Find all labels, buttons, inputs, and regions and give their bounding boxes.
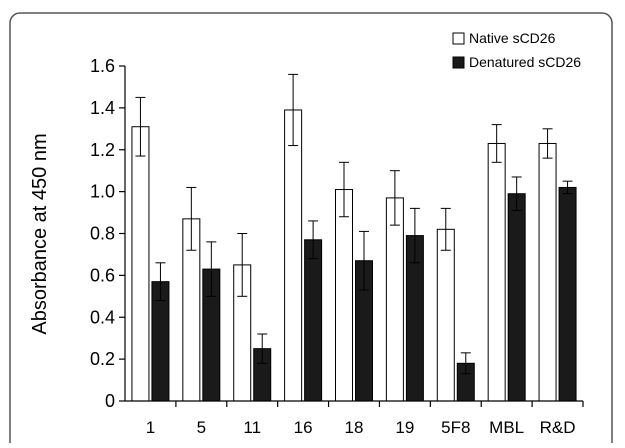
- y-tick-label: 0.8: [90, 224, 115, 244]
- bars: [131, 73, 577, 402]
- x-ticks: 1 5 11 16 18 19 5F8 MBL R&D: [146, 401, 584, 437]
- x-tick-label: 5: [197, 418, 206, 437]
- y-tick-label: 0.2: [90, 349, 115, 369]
- y-tick-label: 0: [105, 391, 115, 411]
- bar-denatured: [558, 186, 577, 402]
- y-tick-label: 1.4: [90, 98, 115, 118]
- legend-label-native: Native sCD26: [469, 30, 556, 46]
- x-tick-label: 19: [395, 418, 414, 437]
- bar-denatured: [507, 193, 526, 402]
- chart-border: [9, 12, 613, 448]
- x-tick-label: 11: [243, 418, 261, 437]
- x-tick-label: 18: [345, 418, 364, 437]
- y-tick-label: 1.2: [90, 140, 115, 160]
- x-tick-label: 1: [146, 418, 155, 437]
- x-tick-label: 16: [294, 418, 313, 437]
- bar-native: [335, 189, 353, 402]
- y-ticks: 0 0.2 0.4 0.6 0.8 1.0 1.2 1.4 1.6: [90, 56, 125, 411]
- bar-native: [538, 142, 557, 402]
- bar-denatured: [304, 239, 323, 402]
- y-axis-label: Absorbance at 450 nm: [29, 133, 51, 334]
- legend-label-denatured: Denatured sCD26: [469, 54, 581, 70]
- y-tick-label: 0.4: [90, 307, 115, 327]
- y-tick-label: 1.6: [90, 56, 115, 76]
- bar-native: [131, 126, 150, 402]
- legend-swatch-native: [452, 32, 465, 45]
- bar-native: [385, 197, 404, 402]
- bar-native: [487, 142, 506, 402]
- bar-native: [436, 228, 455, 402]
- y-tick-label: 0.6: [90, 265, 115, 285]
- x-tick-label: MBL: [489, 418, 524, 437]
- y-tick-label: 1.0: [90, 182, 115, 202]
- legend: Native sCD26 Denatured sCD26: [452, 30, 581, 70]
- x-tick-label: R&D: [540, 418, 576, 437]
- bar-native: [284, 109, 303, 402]
- x-tick-label: 5F8: [441, 418, 470, 437]
- legend-swatch-denatured: [452, 56, 465, 69]
